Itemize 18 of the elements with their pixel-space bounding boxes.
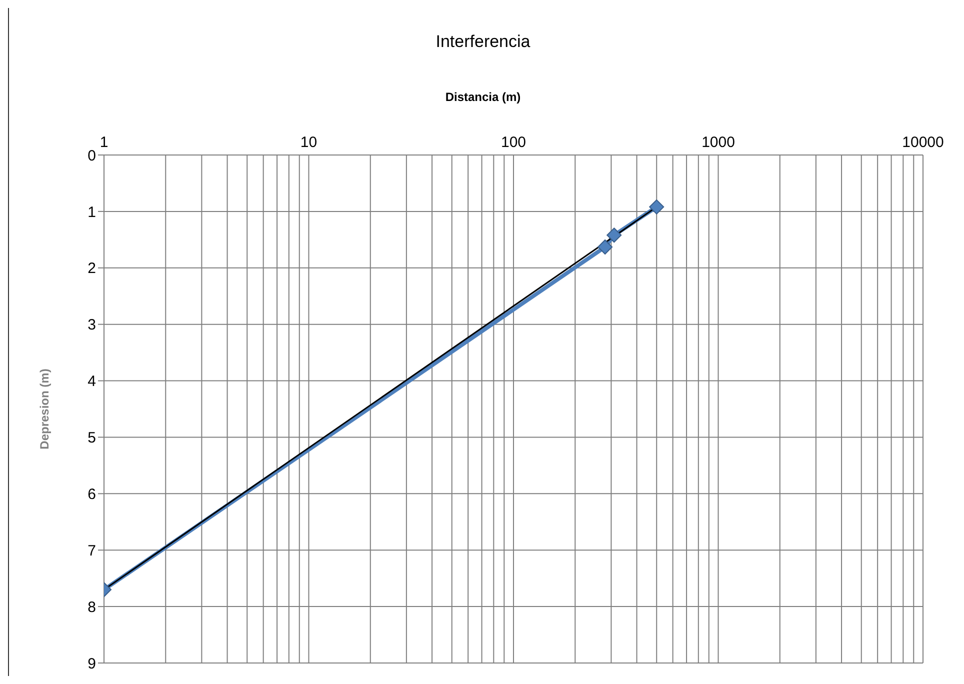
y-tick-label: 4 xyxy=(88,373,96,390)
x-tick-label: 1000 xyxy=(702,134,735,151)
x-tick-label: 1 xyxy=(100,134,108,151)
x-axis-title: Distancia (m) xyxy=(444,90,522,104)
x-tick-label: 10 xyxy=(300,134,318,151)
chart-title: Interferencia xyxy=(434,32,532,52)
y-tick-label: 7 xyxy=(88,542,96,560)
y-tick-label: 1 xyxy=(88,204,96,221)
y-tick-label: 9 xyxy=(88,655,96,672)
y-tick-label: 6 xyxy=(88,486,96,503)
y-tick-label: 3 xyxy=(88,316,96,334)
y-axis-title: Depresion (m) xyxy=(37,368,52,450)
x-tick-label: 100 xyxy=(500,134,526,151)
y-tick-label: 5 xyxy=(88,430,96,447)
y-tick-label: 2 xyxy=(88,260,96,278)
y-tick-label: 0 xyxy=(88,147,96,164)
y-tick-label: 8 xyxy=(88,598,96,616)
x-tick-label: 10000 xyxy=(902,134,944,151)
